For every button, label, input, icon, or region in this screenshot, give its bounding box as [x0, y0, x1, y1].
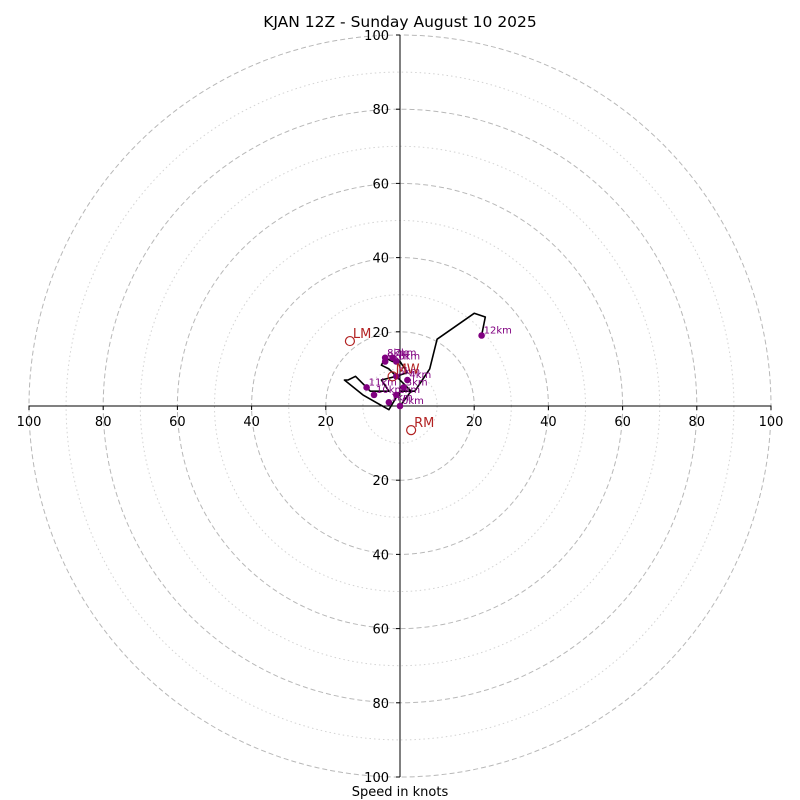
height-point	[381, 358, 389, 365]
height-point-label: 6km	[398, 351, 420, 362]
x-tick-label: 80	[689, 415, 706, 430]
y-tick-label: 20	[372, 474, 389, 489]
storm-motion-label: LM	[353, 327, 371, 342]
height-point	[392, 391, 400, 399]
ticks: 100 100 80 80 60 60 40 40 20 20 20 20 40 40 60 60 80 80 10…	[17, 29, 784, 786]
height-point-label: 7km	[395, 348, 417, 359]
height-point-label: 9km	[387, 351, 409, 362]
y-tick-label: 20	[372, 326, 389, 341]
y-tick-label: 80	[372, 103, 389, 118]
x-tick-label: 60	[169, 415, 186, 430]
height-point	[396, 402, 404, 410]
x-tick-label: 20	[466, 415, 483, 430]
y-tick-label: 100	[364, 29, 389, 44]
height-point	[363, 384, 370, 391]
y-tick-label: 60	[372, 623, 389, 638]
height-point	[389, 354, 396, 362]
height-point	[400, 384, 408, 391]
height-point	[392, 373, 400, 380]
storm-motion-label: RM	[414, 416, 434, 431]
x-tick-label: 60	[614, 415, 631, 430]
storm-motion-marker	[406, 425, 417, 436]
storm-motion-marker	[344, 335, 356, 347]
x-tick-label: 40	[243, 415, 260, 430]
y-tick-label: 60	[372, 177, 389, 192]
height-point	[385, 398, 393, 406]
chart-title: KJAN 12Z - Sunday August 10 2025	[263, 13, 537, 31]
height-point-label: 3km	[406, 377, 428, 388]
y-tick-label: 40	[372, 548, 389, 563]
height-point-label: 5km	[398, 366, 420, 377]
x-tick-label: 40	[540, 415, 557, 430]
x-tick-label: 20	[318, 415, 335, 430]
height-point-label: 1km	[391, 392, 413, 403]
y-tick-label: 80	[372, 697, 389, 712]
storm-motion-label: MW	[396, 362, 420, 377]
height-point	[478, 332, 485, 339]
height-point	[370, 391, 378, 399]
x-tick-label: 80	[95, 415, 112, 430]
storm-motion-group: LM RM MW	[344, 327, 434, 436]
x-tick-label: 100	[17, 415, 42, 430]
height-point-label: 0km	[402, 396, 424, 407]
height-point-label: 12km	[484, 326, 512, 337]
height-point-label: 8km	[387, 348, 409, 359]
height-point-label: 4km	[409, 370, 431, 381]
height-point-label: 11km	[369, 377, 397, 388]
y-tick-label: 40	[372, 252, 389, 267]
storm-motion-marker	[387, 371, 398, 382]
x-tick-label: 100	[759, 415, 784, 430]
height-point-label: 2km	[398, 385, 420, 396]
height-point-label: 10km	[376, 385, 404, 396]
height-point	[404, 376, 411, 384]
x-axis-label: Speed in knots	[352, 785, 449, 800]
y-tick-label: 100	[364, 771, 389, 786]
